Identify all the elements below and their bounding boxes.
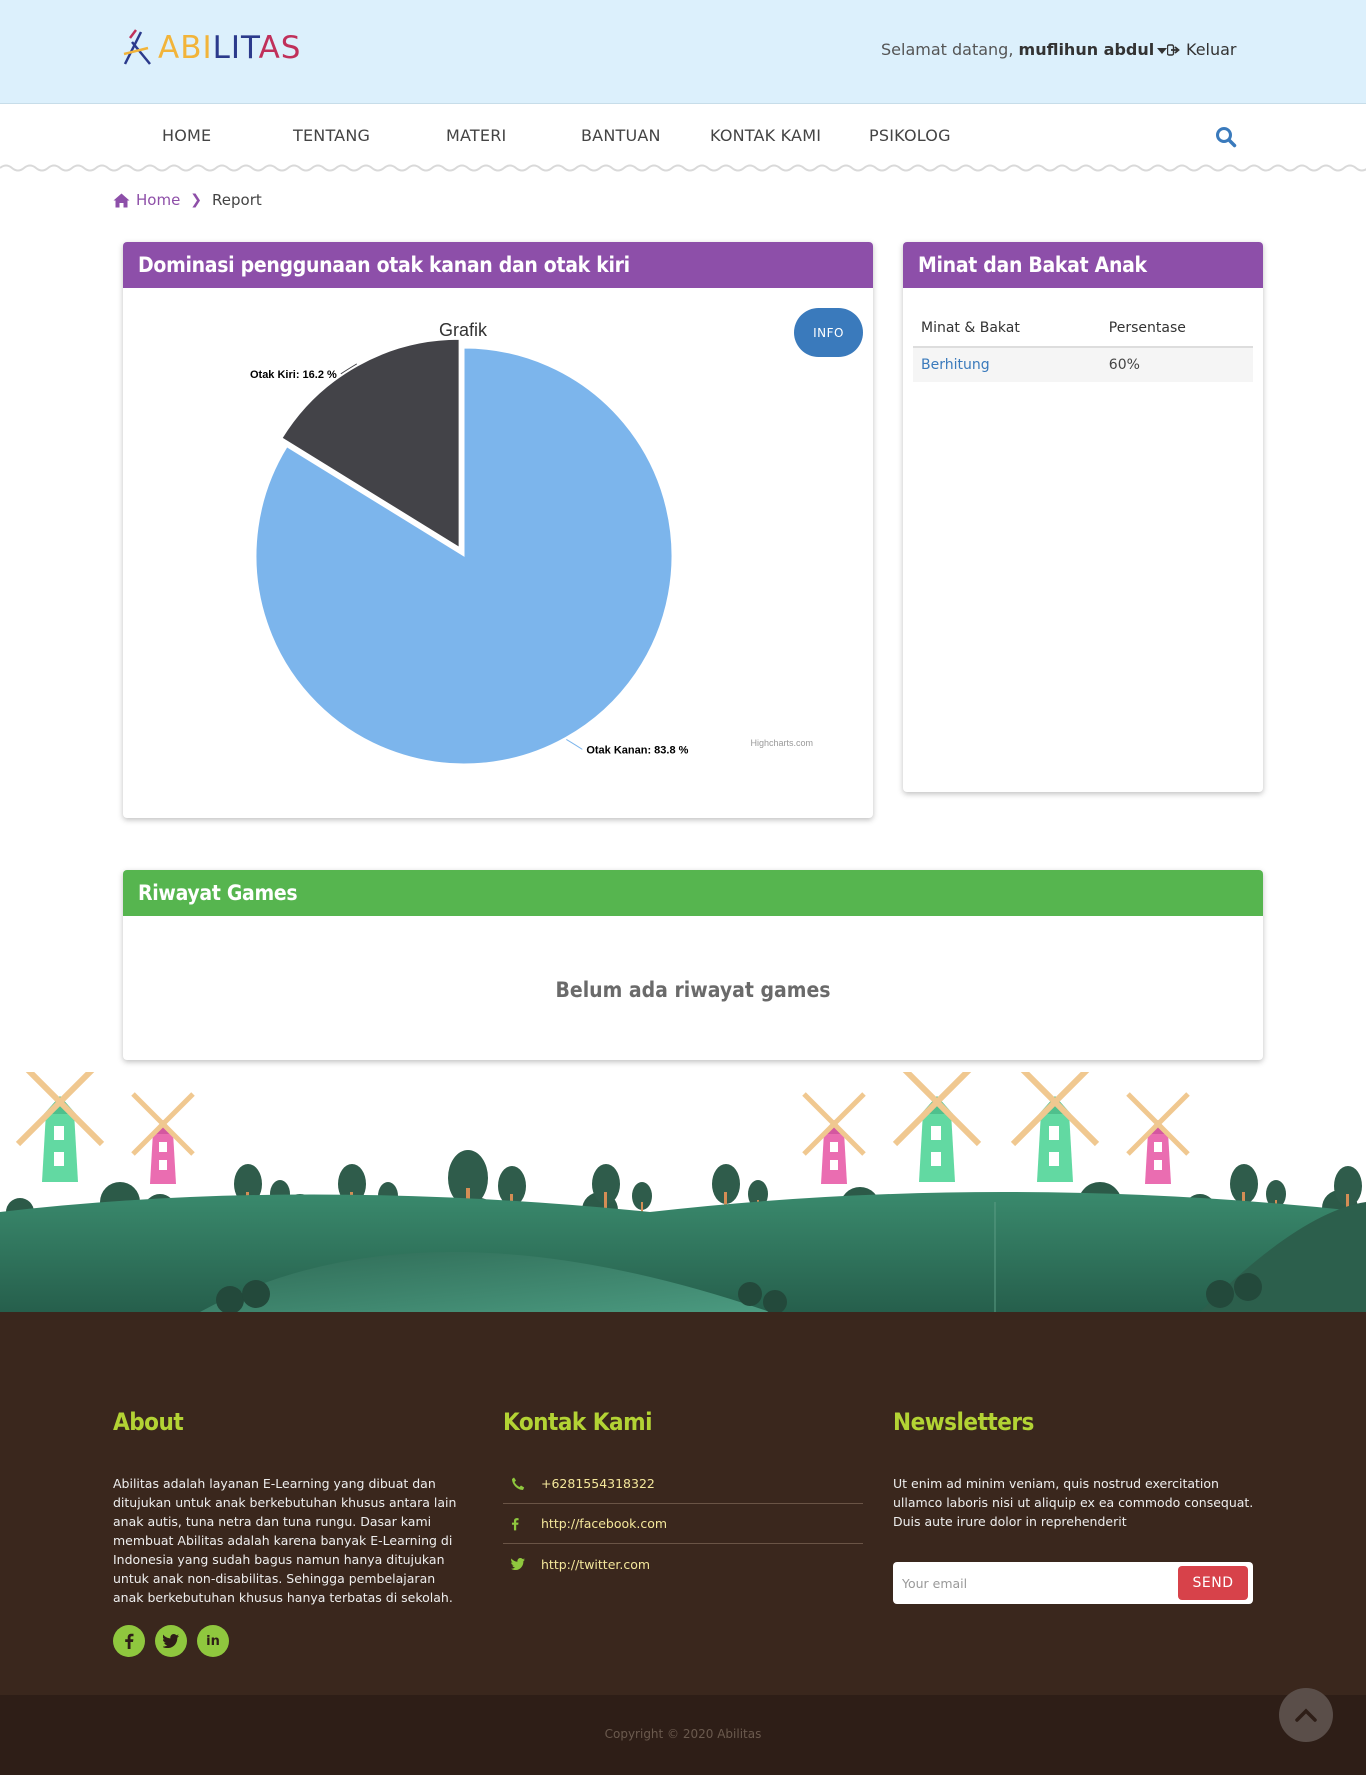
send-button[interactable]: SEND [1178, 1566, 1248, 1600]
logout-label: Keluar [1186, 40, 1237, 59]
twitter-social-button[interactable] [155, 1625, 187, 1657]
pie-chart: Grafik Otak Kanan: 83.8 % Otak Kiri: 16.2… [250, 320, 813, 765]
chart-credits: Highcharts.com [750, 738, 813, 748]
linkedin-icon: in [206, 1633, 220, 1649]
main-nav [0, 104, 1366, 168]
welcome-text: Selamat datang, [881, 40, 1014, 59]
pie-label-otak-kanan: Otak Kanan: 83.8 % [586, 744, 688, 756]
pie-slice-otak-kiri[interactable] [281, 338, 460, 549]
column-persentase: Persentase [1100, 310, 1253, 348]
linkedin-social-button[interactable]: in [197, 1625, 229, 1657]
chart-title: Grafik [439, 320, 488, 340]
logo-text: ABILITAS [158, 30, 302, 66]
table-row: Berhitung 60% [913, 347, 1253, 382]
footer-about-text: Abilitas adalah layanan E-Learning yang … [113, 1476, 457, 1605]
minat-percentage: 60% [1100, 347, 1253, 382]
copyright-text: Copyright © 2020 Abilitas [604, 1727, 762, 1741]
pie-label-otak-kiri: Otak Kiri: 16.2 % [250, 369, 337, 381]
facebook-icon [503, 1517, 541, 1531]
windmills [15, 1072, 1190, 1184]
contact-phone[interactable]: +6281554318322 [503, 1464, 863, 1504]
footer-newsletter-title: Newsletters [893, 1408, 1034, 1436]
breadcrumb-home[interactable]: Home [136, 191, 181, 209]
twitter-icon [503, 1558, 541, 1570]
nav-materi[interactable]: MATERI [446, 126, 507, 145]
logout-link[interactable]: Keluar [1167, 40, 1237, 59]
chevron-up-icon [1295, 1708, 1317, 1722]
minat-table: Minat & Bakat Persentase Berhitung 60% [913, 310, 1253, 382]
games-panel-title: Riwayat Games [123, 870, 1263, 916]
contact-facebook[interactable]: http://facebook.com [503, 1504, 863, 1544]
facebook-social-button[interactable] [113, 1625, 145, 1657]
nav-wave-divider [0, 164, 1366, 172]
nav-bantuan[interactable]: BANTUAN [581, 126, 661, 145]
contact-twitter-link[interactable]: http://twitter.com [541, 1556, 651, 1572]
minat-name-link[interactable]: Berhitung [913, 347, 1101, 382]
footer-contact-title: Kontak Kami [503, 1408, 652, 1436]
games-panel: Riwayat Games Belum ada riwayat games [123, 870, 1263, 1060]
contact-twitter[interactable]: http://twitter.com [503, 1544, 863, 1584]
empty-games-message: Belum ada riwayat games [555, 978, 831, 1002]
chart-panel: Dominasi penggunaan otak kanan dan otak … [123, 242, 873, 818]
logo[interactable]: ABILITAS [122, 26, 301, 70]
nav-psikolog[interactable]: PSIKOLOG [869, 126, 951, 145]
username: muflihun abdul [1018, 40, 1155, 59]
email-input[interactable] [902, 1570, 1152, 1596]
landscape-illustration [0, 1072, 1366, 1312]
search-icon [1216, 127, 1237, 148]
footer-about-title: About [113, 1408, 184, 1436]
user-menu[interactable]: Selamat datang, muflihun abdul [881, 40, 1168, 59]
contact-phone-text: +6281554318322 [541, 1476, 655, 1491]
twitter-icon [163, 1634, 179, 1648]
home-icon [113, 193, 130, 207]
caret-down-icon [1157, 47, 1168, 54]
pie-connector-1 [340, 363, 358, 375]
facebook-icon [125, 1633, 134, 1649]
contact-facebook-link[interactable]: http://facebook.com [541, 1516, 668, 1531]
table-header-row: Minat & Bakat Persentase [913, 310, 1253, 348]
phone-icon [503, 1477, 541, 1491]
column-minat-bakat: Minat & Bakat [913, 310, 1101, 348]
newsletter-form: SEND [893, 1562, 1253, 1604]
sign-out-icon [1167, 43, 1180, 56]
chevron-right-icon: ❯ [190, 192, 203, 208]
nav-kontak-kami[interactable]: KONTAK KAMI [710, 126, 822, 145]
minat-panel-title: Minat dan Bakat Anak [903, 242, 1263, 288]
top-header [0, 0, 1366, 104]
minat-panel: Minat dan Bakat Anak Minat & Bakat Perse… [903, 242, 1263, 792]
pie-slice-otak-kanan[interactable] [255, 347, 673, 765]
footer-newsletter-text: Ut enim ad minim veniam, quis nostrud ex… [893, 1476, 1254, 1529]
footer-bottom [0, 1695, 1366, 1775]
breadcrumb-current: Report [212, 191, 262, 209]
search-button[interactable] [1215, 126, 1237, 152]
breadcrumb: Home ❯ Report [113, 191, 262, 209]
logo-icon [123, 29, 151, 65]
info-button[interactable]: INFO [794, 308, 863, 357]
chart-panel-title: Dominasi penggunaan otak kanan dan otak … [123, 242, 873, 288]
nav-tentang[interactable]: TENTANG [293, 126, 371, 145]
pie-connector-0 [566, 738, 583, 750]
scroll-to-top-button[interactable] [1279, 1688, 1333, 1742]
nav-home[interactable]: HOME [162, 126, 212, 145]
